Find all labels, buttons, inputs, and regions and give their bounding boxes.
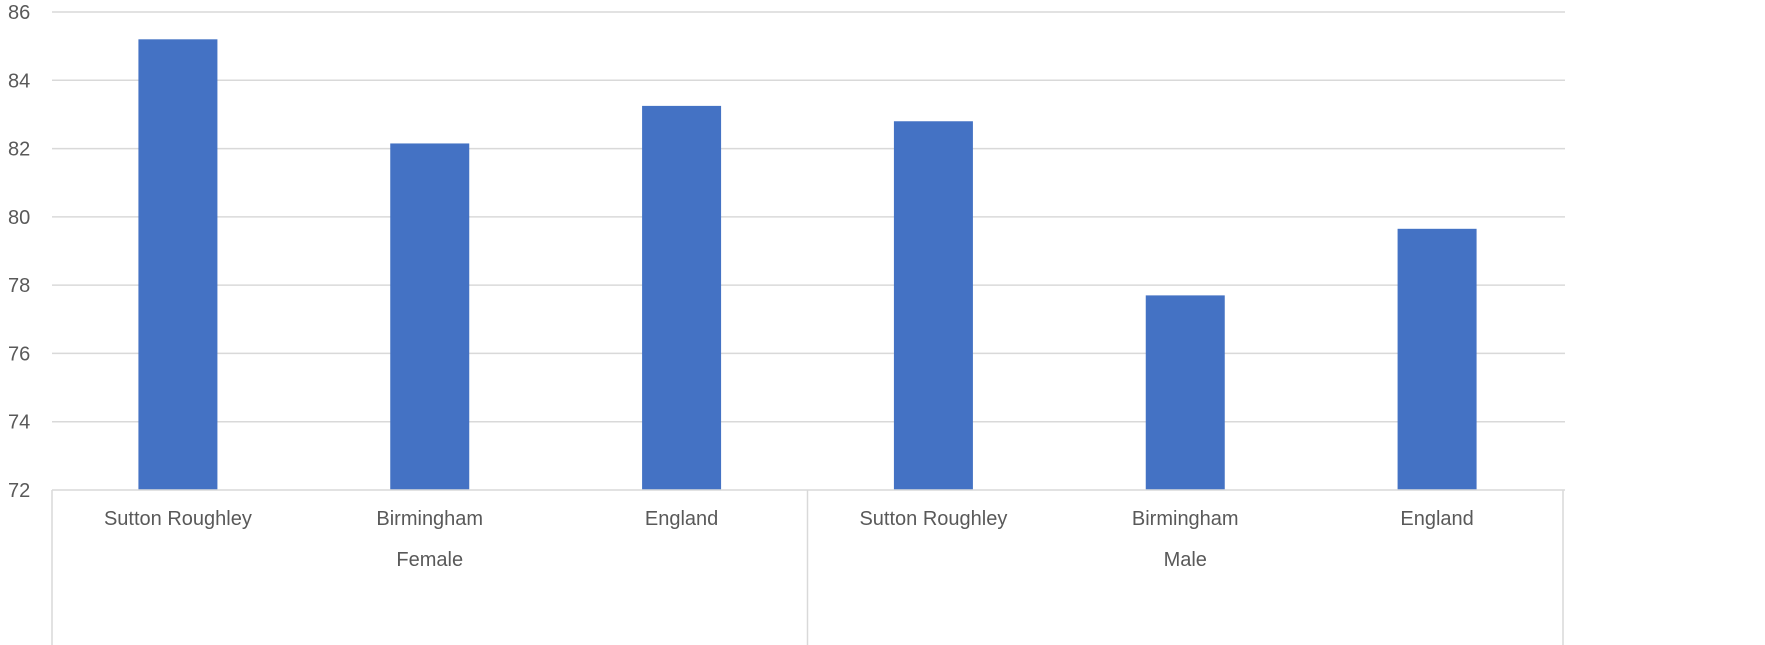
y-tick-label: 76 bbox=[8, 343, 30, 365]
y-tick-label: 86 bbox=[8, 2, 30, 24]
y-tick-label: 84 bbox=[8, 70, 30, 92]
y-tick-label: 72 bbox=[8, 480, 30, 502]
category-label: England bbox=[1400, 508, 1473, 530]
category-label: England bbox=[645, 508, 718, 530]
bar-female-birmingham bbox=[390, 143, 470, 490]
group-label: Female bbox=[396, 549, 463, 571]
category-label: Sutton Roughley bbox=[104, 508, 252, 530]
y-tick-label: 82 bbox=[8, 139, 30, 161]
bar-male-sutton-roughley bbox=[893, 121, 973, 490]
y-tick-label: 80 bbox=[8, 207, 30, 229]
bar-female-sutton-roughley bbox=[138, 39, 218, 491]
y-tick-label: 74 bbox=[8, 412, 30, 434]
category-labels: Sutton Roughley Birmingham England Sutton R… bbox=[104, 508, 1474, 530]
group-labels: Female Male bbox=[396, 549, 1207, 571]
category-label: Birmingham bbox=[376, 508, 483, 530]
y-tick-label: 78 bbox=[8, 275, 30, 297]
group-label: Male bbox=[1164, 549, 1207, 571]
x-axis bbox=[51, 489, 1565, 645]
gridlines bbox=[52, 11, 1565, 423]
category-label: Sutton Roughley bbox=[859, 508, 1007, 530]
bar-female-england bbox=[642, 105, 722, 491]
bar-male-birmingham bbox=[1145, 295, 1225, 490]
y-axis-tick-labels: 72 74 76 78 80 82 84 86 bbox=[8, 2, 30, 502]
bar-male-england bbox=[1397, 228, 1477, 491]
bars bbox=[138, 39, 1477, 491]
category-label: Birmingham bbox=[1132, 508, 1239, 530]
